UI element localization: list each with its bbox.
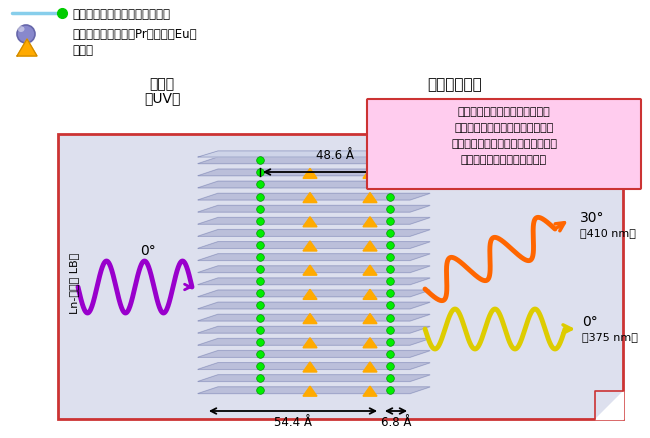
Polygon shape <box>198 230 430 237</box>
Polygon shape <box>198 218 430 225</box>
Polygon shape <box>303 217 317 227</box>
Text: 30°: 30° <box>580 211 604 225</box>
Polygon shape <box>198 303 430 309</box>
Polygon shape <box>198 158 430 164</box>
Polygon shape <box>198 279 430 285</box>
Polygon shape <box>198 387 430 394</box>
Polygon shape <box>198 351 430 357</box>
Polygon shape <box>363 362 377 372</box>
Text: セッケン分子（ステアリン酸）: セッケン分子（ステアリン酸） <box>72 7 170 21</box>
Polygon shape <box>198 152 430 158</box>
Polygon shape <box>198 170 430 177</box>
Polygon shape <box>363 193 377 203</box>
Polygon shape <box>303 314 317 324</box>
Ellipse shape <box>18 27 25 33</box>
Polygon shape <box>198 182 430 188</box>
Polygon shape <box>303 290 317 300</box>
Text: 0°: 0° <box>140 244 156 258</box>
Polygon shape <box>198 327 430 333</box>
Text: （375 nm）: （375 nm） <box>582 331 638 341</box>
Polygon shape <box>363 290 377 300</box>
Polygon shape <box>198 194 430 201</box>
Polygon shape <box>363 314 377 324</box>
Polygon shape <box>303 386 317 396</box>
Bar <box>58 135 623 419</box>
Ellipse shape <box>17 26 35 44</box>
Polygon shape <box>303 193 317 203</box>
Polygon shape <box>198 254 430 261</box>
Polygon shape <box>198 363 430 370</box>
Text: メレムからの発光がセッケン分子の: メレムからの発光がセッケン分子の <box>451 139 557 148</box>
Text: メレム: メレム <box>72 43 93 57</box>
Text: （UV）: （UV） <box>144 91 180 105</box>
Text: 6.8 Å: 6.8 Å <box>381 415 411 428</box>
Text: 54.4 Å: 54.4 Å <box>274 415 312 428</box>
Polygon shape <box>303 362 317 372</box>
Polygon shape <box>595 391 623 419</box>
Polygon shape <box>198 242 430 249</box>
Text: 格子戸を通る際に生じた現象: 格子戸を通る際に生じた現象 <box>461 155 547 165</box>
Text: 偏光性あり！（しかも多重性）: 偏光性あり！（しかも多重性） <box>458 107 551 117</box>
Text: 希土類金属イオン（PrあるいはEu）: 希土類金属イオン（PrあるいはEu） <box>72 28 196 42</box>
Polygon shape <box>198 314 430 321</box>
Polygon shape <box>198 339 430 346</box>
Polygon shape <box>363 338 377 348</box>
Text: Ln-メレム LB膜: Ln-メレム LB膜 <box>69 252 79 313</box>
Polygon shape <box>363 241 377 251</box>
Polygon shape <box>363 169 377 179</box>
Polygon shape <box>363 217 377 227</box>
Polygon shape <box>198 375 430 381</box>
Polygon shape <box>303 169 317 179</box>
Text: （410 nm）: （410 nm） <box>580 227 636 237</box>
Polygon shape <box>303 265 317 276</box>
Polygon shape <box>363 386 377 396</box>
Polygon shape <box>17 40 37 57</box>
Text: メレムの発光: メレムの発光 <box>428 77 482 92</box>
Text: 48.6 Å: 48.6 Å <box>316 148 354 162</box>
Polygon shape <box>363 265 377 276</box>
Text: 0°: 0° <box>582 314 598 328</box>
Polygon shape <box>303 241 317 251</box>
Text: 光吸収: 光吸収 <box>150 77 175 91</box>
Polygon shape <box>198 206 430 212</box>
Polygon shape <box>198 266 430 273</box>
FancyBboxPatch shape <box>367 100 641 190</box>
Polygon shape <box>303 338 317 348</box>
Text: 希土類金属シートの磁気的影響で: 希土類金属シートの磁気的影響で <box>454 123 554 133</box>
Polygon shape <box>198 290 430 297</box>
